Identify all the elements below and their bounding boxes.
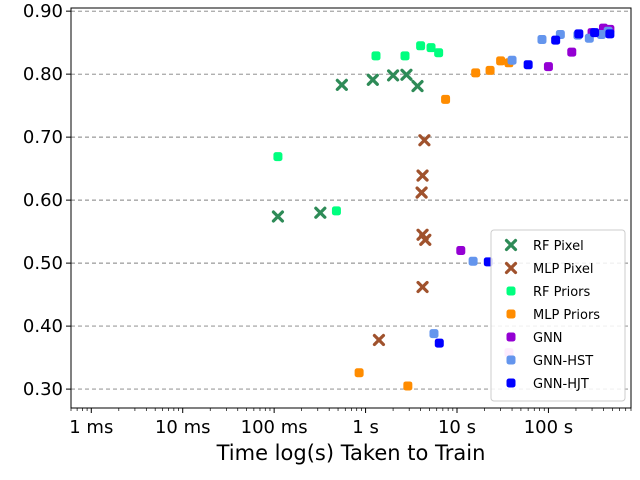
- legend-marker: [506, 378, 516, 388]
- point-gnn-hjt: [434, 338, 444, 348]
- gridlines: [71, 10, 631, 390]
- y-tick-label: 0.30: [23, 379, 63, 400]
- legend-label: GNN-HST: [533, 354, 593, 369]
- legend-label: RF Pixel: [533, 239, 584, 254]
- point-gnn: [567, 47, 577, 57]
- y-tick-label: 0.70: [23, 127, 63, 148]
- point-mlp-priors: [403, 381, 413, 391]
- legend-marker: [506, 355, 516, 365]
- y-tick-label: 0.80: [23, 64, 63, 85]
- legend-marker: [506, 309, 516, 319]
- x-tick-label: 100 s: [524, 417, 573, 438]
- point-mlp-pixel: [416, 169, 429, 182]
- y-tick-label: 0.90: [23, 1, 63, 22]
- legend-marker: [506, 332, 516, 342]
- legend-label: RF Priors: [533, 285, 591, 300]
- point-gnn: [543, 62, 553, 72]
- point-mlp-pixel: [372, 333, 386, 347]
- point-mlp-priors: [485, 65, 495, 75]
- point-rf-priors: [331, 206, 341, 216]
- point-gnn-hst: [537, 34, 547, 44]
- point-gnn-hjt: [605, 29, 615, 39]
- point-rf-pixel: [400, 68, 413, 81]
- point-gnn-hjt: [574, 29, 584, 39]
- point-mlp-pixel: [419, 233, 432, 246]
- point-mlp-pixel: [415, 186, 428, 199]
- x-tick-label: 10 ms: [155, 417, 211, 438]
- x-axis-title: Time log(s) Taken to Train: [216, 441, 486, 465]
- legend-label: MLP Pixel: [533, 262, 594, 277]
- y-axis-ticks: 0.30 0.40 0.50 0.60 0.70 0.80 0.90: [23, 1, 71, 400]
- point-mlp-priors: [471, 68, 481, 78]
- legend-label: MLP Priors: [533, 308, 600, 323]
- point-rf-pixel: [386, 69, 400, 82]
- point-gnn-hjt: [590, 28, 600, 38]
- x-tick-label: 1 s: [352, 417, 379, 438]
- legend-label: GNN-HJT: [533, 377, 589, 392]
- point-gnn-hst: [429, 329, 439, 339]
- x-axis-ticks: 1 ms 10 ms 100 ms 1 s 10 s 100 s: [69, 408, 632, 438]
- point-mlp-pixel: [416, 280, 429, 294]
- point-rf-pixel: [411, 80, 424, 93]
- point-rf-priors: [400, 51, 410, 61]
- legend-label: GNN: [533, 331, 563, 346]
- x-tick-label: 1 ms: [69, 417, 113, 438]
- legend-marker: [506, 286, 516, 296]
- point-mlp-pixel: [418, 134, 431, 147]
- y-tick-label: 0.40: [23, 316, 63, 337]
- point-rf-priors: [434, 48, 444, 58]
- point-rf-priors: [416, 41, 426, 51]
- point-gnn-hjt: [551, 35, 561, 45]
- plot-frame: [70, 7, 632, 409]
- legend-marker: [504, 261, 518, 275]
- legend: RF Pixel MLP Pixel RF Priors MLP Priors GNN G…: [490, 229, 626, 402]
- point-rf-priors: [426, 43, 436, 53]
- point-gnn: [456, 246, 466, 256]
- point-rf-priors: [371, 51, 381, 61]
- point-rf-pixel: [335, 78, 348, 91]
- point-rf-pixel: [366, 73, 379, 86]
- legend-marker: [504, 238, 518, 252]
- y-tick-label: 0.60: [23, 190, 63, 211]
- point-mlp-priors: [441, 94, 451, 104]
- point-mlp-priors: [354, 368, 364, 378]
- point-gnn-hst: [468, 256, 478, 266]
- point-rf-priors: [273, 152, 283, 162]
- y-tick-label: 0.50: [23, 253, 63, 274]
- x-tick-label: 100 ms: [241, 417, 308, 438]
- point-mlp-priors: [496, 56, 506, 66]
- x-tick-label: 10 s: [438, 417, 476, 438]
- legend-box: [490, 229, 626, 402]
- point-gnn-hst: [507, 55, 517, 65]
- point-gnn-hjt: [523, 60, 533, 70]
- point-rf-pixel: [314, 206, 327, 219]
- point-rf-pixel: [271, 210, 285, 223]
